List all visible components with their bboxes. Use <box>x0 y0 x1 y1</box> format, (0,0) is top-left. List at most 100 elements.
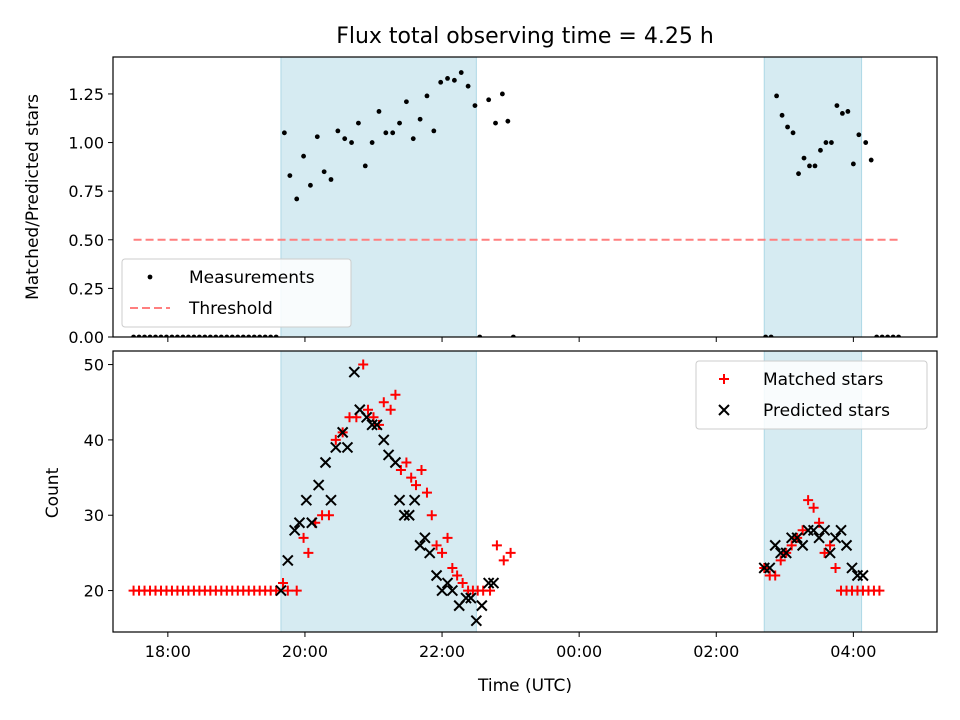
data-point <box>348 366 361 378</box>
data-point <box>796 539 809 552</box>
data-point <box>442 532 453 543</box>
data-point <box>319 456 332 469</box>
data-point <box>498 555 509 566</box>
data-point <box>328 177 334 182</box>
plot-area <box>128 351 885 632</box>
legend-label: Predicted stars <box>763 401 890 421</box>
data-point <box>824 547 836 559</box>
data-point <box>829 532 842 544</box>
data-point <box>863 140 869 145</box>
axes-frame <box>112 56 938 338</box>
data-point <box>303 547 314 558</box>
data-point <box>835 524 847 537</box>
data-point <box>376 109 382 114</box>
x-tick-label: 02:00 <box>693 642 739 661</box>
observing-window-band <box>280 351 477 632</box>
data-point <box>470 614 483 627</box>
legend-label: Threshold <box>188 299 273 319</box>
data-point <box>288 524 301 537</box>
data-point <box>487 577 500 589</box>
data-point <box>342 136 348 142</box>
data-point <box>278 578 289 589</box>
data-point <box>850 161 856 167</box>
y-tick-label: 50 <box>84 356 104 375</box>
data-point <box>829 140 834 145</box>
data-point <box>421 487 432 498</box>
data-point <box>505 547 516 558</box>
y-tick-label: 1.25 <box>68 85 104 104</box>
data-point <box>414 539 426 552</box>
data-point <box>840 539 853 552</box>
data-point <box>774 93 779 99</box>
observing-window-band <box>763 57 863 337</box>
data-point <box>419 532 431 544</box>
data-point <box>371 419 383 431</box>
data-point <box>476 599 488 612</box>
data-point <box>460 592 472 604</box>
data-point <box>465 83 471 89</box>
data-point <box>823 140 829 145</box>
data-point <box>383 130 389 136</box>
data-point <box>791 532 803 544</box>
data-point <box>868 157 874 163</box>
data-point <box>312 479 325 491</box>
data-point <box>505 118 511 124</box>
data-point <box>271 585 282 596</box>
legend: Measurements Threshold <box>121 258 352 328</box>
x-tick-label: 04:00 <box>830 642 876 661</box>
data-point <box>818 524 831 537</box>
data-point <box>779 112 785 118</box>
data-point <box>366 419 378 431</box>
data-point <box>764 562 776 574</box>
data-point <box>424 547 436 559</box>
data-point <box>306 517 318 529</box>
data-point <box>846 562 858 574</box>
y-tick-label: 40 <box>84 431 104 450</box>
data-point <box>465 592 477 604</box>
data-point <box>294 196 300 202</box>
data-point <box>486 97 492 103</box>
series-matched-stars <box>128 359 885 596</box>
data-point <box>287 173 293 179</box>
data-point <box>424 93 430 99</box>
x-tick-label: 22:00 <box>419 642 465 661</box>
top-y-axis-label: Matched/Predicted stars <box>23 94 43 300</box>
data-point <box>801 155 807 161</box>
data-point <box>363 404 374 415</box>
data-point <box>819 547 830 558</box>
data-point <box>308 182 313 188</box>
data-point <box>431 540 442 551</box>
data-point <box>325 494 337 506</box>
data-point <box>790 130 796 136</box>
data-point <box>349 140 354 145</box>
data-point <box>813 532 825 544</box>
data-point <box>406 472 417 483</box>
data-point <box>390 389 401 400</box>
data-point <box>472 103 478 109</box>
data-point <box>301 153 306 159</box>
data-point <box>417 116 423 122</box>
data-point <box>298 532 309 543</box>
data-point <box>393 494 406 506</box>
data-point <box>769 539 781 552</box>
data-point <box>834 103 840 109</box>
data-point <box>341 441 354 454</box>
data-point <box>796 171 801 177</box>
data-point <box>445 75 450 81</box>
legend-marker-predicted <box>718 404 730 416</box>
legend-marker-matched <box>719 374 729 384</box>
data-point <box>491 540 502 551</box>
bottom-panel: 20 30 40 50 18:00 20:00 22:00 00:00 02:00 04:00 Ma… <box>84 350 938 661</box>
data-point <box>275 584 287 597</box>
data-point <box>314 134 320 140</box>
data-point <box>812 163 818 169</box>
data-point <box>356 120 361 126</box>
chart-title: Flux total observing time = 4.25 h <box>336 24 714 49</box>
data-point <box>330 434 341 445</box>
y-tick-label: 1.00 <box>68 134 104 153</box>
legend-label: Matched stars <box>763 370 883 390</box>
legend-label: Measurements <box>189 268 315 288</box>
data-point <box>499 91 505 97</box>
data-point <box>780 547 792 559</box>
data-point <box>369 140 375 145</box>
